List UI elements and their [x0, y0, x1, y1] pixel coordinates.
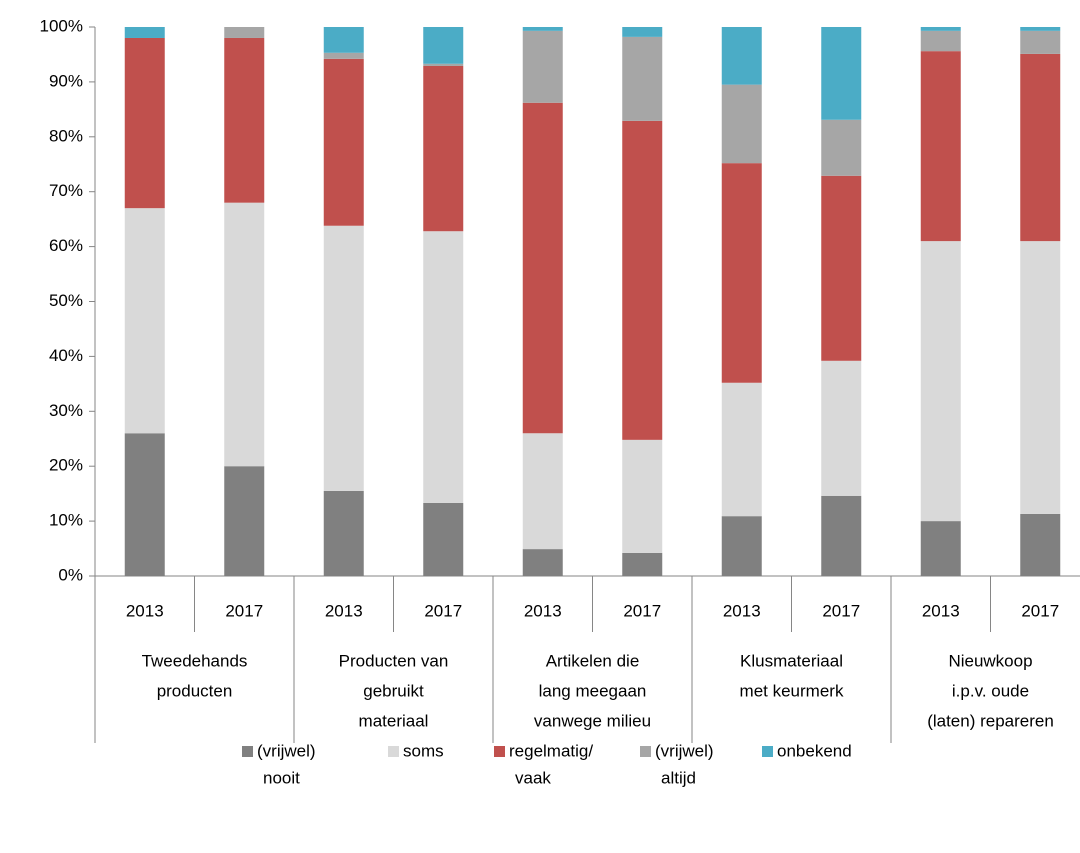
bar-segment: [721, 163, 762, 383]
legend-swatch: [388, 746, 399, 757]
bar-segment: [821, 360, 862, 496]
x-tick-label: 2013: [723, 601, 761, 620]
bar-segment: [1020, 27, 1061, 31]
bar-segment: [323, 52, 364, 59]
bar-segment: [124, 433, 165, 576]
bar-segment: [622, 552, 663, 576]
bar-segment: [522, 102, 563, 434]
y-tick-label: 80%: [49, 126, 83, 145]
x-tick-label: 2017: [623, 601, 661, 620]
x-tick-label: 2013: [126, 601, 164, 620]
legend-label: altijd: [661, 768, 696, 787]
group-label: Tweedehands: [142, 651, 248, 670]
bar-segment: [1020, 513, 1061, 576]
bar-segment: [920, 51, 961, 242]
x-tick-label: 2017: [225, 601, 263, 620]
legend-label: soms: [403, 741, 444, 760]
bar-segment: [323, 490, 364, 576]
group-label: (laten) repareren: [927, 711, 1054, 730]
x-tick-label: 2013: [524, 601, 562, 620]
bar-segment: [821, 495, 862, 576]
bar-segment: [323, 58, 364, 226]
y-tick-label: 20%: [49, 456, 83, 475]
x-tick-label: 2017: [822, 601, 860, 620]
y-tick-label: 10%: [49, 511, 83, 530]
legend-label: regelmatig/: [509, 741, 593, 760]
bar-segment: [821, 119, 862, 176]
legend-label: nooit: [263, 768, 300, 787]
bar-segment: [522, 433, 563, 550]
bar-segment: [522, 30, 563, 103]
bar-segment: [224, 37, 265, 203]
bar-segment: [821, 27, 862, 120]
group-label: materiaal: [359, 711, 429, 730]
group-label: met keurmerk: [740, 681, 844, 700]
bar-segment: [1020, 241, 1061, 514]
y-tick-label: 30%: [49, 401, 83, 420]
bar-segment: [721, 27, 762, 85]
group-label: gebruikt: [363, 681, 424, 700]
bar-segment: [423, 27, 464, 64]
bar-segment: [224, 27, 265, 38]
bar-segment: [224, 466, 265, 576]
group-label: Nieuwkoop: [948, 651, 1032, 670]
group-label: i.p.v. oude: [952, 681, 1029, 700]
bar-segment: [124, 208, 165, 434]
bar-segment: [423, 65, 464, 232]
group-label: vanwege milieu: [534, 711, 651, 730]
bar-segment: [1020, 53, 1061, 242]
bar-segment: [522, 549, 563, 576]
y-tick-label: 50%: [49, 291, 83, 310]
group-label: producten: [157, 681, 233, 700]
bar-segment: [423, 63, 464, 66]
bar-segment: [1020, 30, 1061, 54]
bar-segment: [622, 36, 663, 121]
bar-segment: [920, 241, 961, 522]
legend-label: vaak: [515, 768, 551, 787]
bar-segment: [721, 382, 762, 517]
legend-swatch: [494, 746, 505, 757]
group-label: Producten van: [339, 651, 449, 670]
x-tick-label: 2013: [922, 601, 960, 620]
legend-swatch: [762, 746, 773, 757]
y-tick-label: 90%: [49, 71, 83, 90]
x-tick-label: 2017: [1021, 601, 1059, 620]
bar-segment: [622, 120, 663, 440]
y-tick-label: 0%: [58, 565, 83, 584]
bar-segment: [423, 502, 464, 576]
bar-segment: [721, 84, 762, 164]
bar-segment: [920, 27, 961, 31]
legend-swatch: [242, 746, 253, 757]
bar-segment: [124, 37, 165, 209]
y-tick-label: 40%: [49, 346, 83, 365]
bar-segment: [124, 27, 165, 38]
y-tick-label: 60%: [49, 236, 83, 255]
bar-segment: [821, 175, 862, 361]
legend-label: (vrijwel): [655, 741, 714, 760]
x-tick-label: 2013: [325, 601, 363, 620]
bar-segment: [323, 27, 364, 53]
bar-segment: [323, 225, 364, 491]
bar-segment: [622, 439, 663, 553]
legend-label: onbekend: [777, 741, 852, 760]
y-tick-label: 70%: [49, 181, 83, 200]
y-tick-label: 100%: [40, 16, 83, 35]
bar-segment: [423, 231, 464, 503]
bar-segment: [920, 521, 961, 576]
bar-segment: [721, 516, 762, 576]
group-label: Klusmateriaal: [740, 651, 843, 670]
bar-segment: [622, 27, 663, 37]
group-label: lang meegaan: [539, 681, 647, 700]
bar-segment: [920, 30, 961, 52]
legend-label: (vrijwel): [257, 741, 316, 760]
bar-segment: [224, 202, 265, 467]
bar-segment: [522, 27, 563, 31]
legend-swatch: [640, 746, 651, 757]
group-label: Artikelen die: [546, 651, 640, 670]
x-tick-label: 2017: [424, 601, 462, 620]
